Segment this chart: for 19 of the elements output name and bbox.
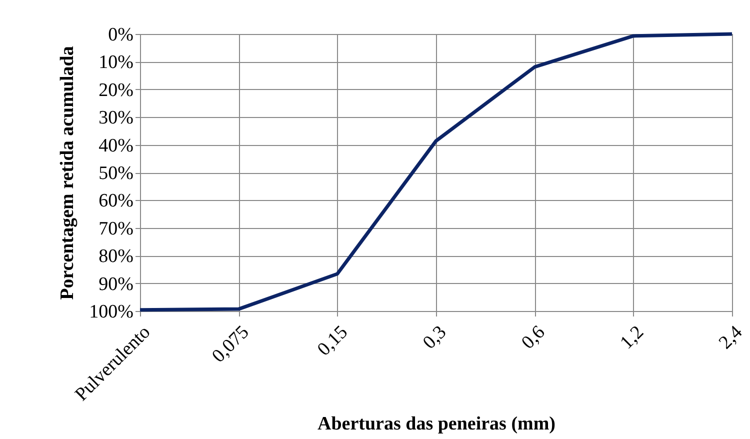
x-tick-label: 0,15 xyxy=(314,322,352,360)
y-tick-label: 80% xyxy=(98,246,134,268)
x-axis-title: Aberturas das peneiras (mm) xyxy=(317,414,556,435)
x-tick-label: 0,6 xyxy=(518,322,550,354)
x-tick-label: 1,2 xyxy=(616,322,648,354)
x-tick-label: 2,4 xyxy=(715,321,747,354)
y-tick-label: 60% xyxy=(98,190,134,212)
y-tick-label: 0% xyxy=(108,24,134,46)
y-axis-title: Porcentagem retida acumulada xyxy=(57,46,78,300)
y-tick-label: 70% xyxy=(98,218,134,240)
y-tick-label: 30% xyxy=(98,108,134,129)
x-tick-label: 0,3 xyxy=(419,322,451,354)
line-series xyxy=(138,32,734,312)
y-tick-label: 10% xyxy=(98,52,134,74)
y-tick-label: 20% xyxy=(98,80,134,101)
y-tick-label: 50% xyxy=(98,163,134,184)
y-tick-label: 90% xyxy=(98,274,134,295)
y-tick-label: 100% xyxy=(89,302,134,322)
y-tick-label: 40% xyxy=(98,135,134,156)
